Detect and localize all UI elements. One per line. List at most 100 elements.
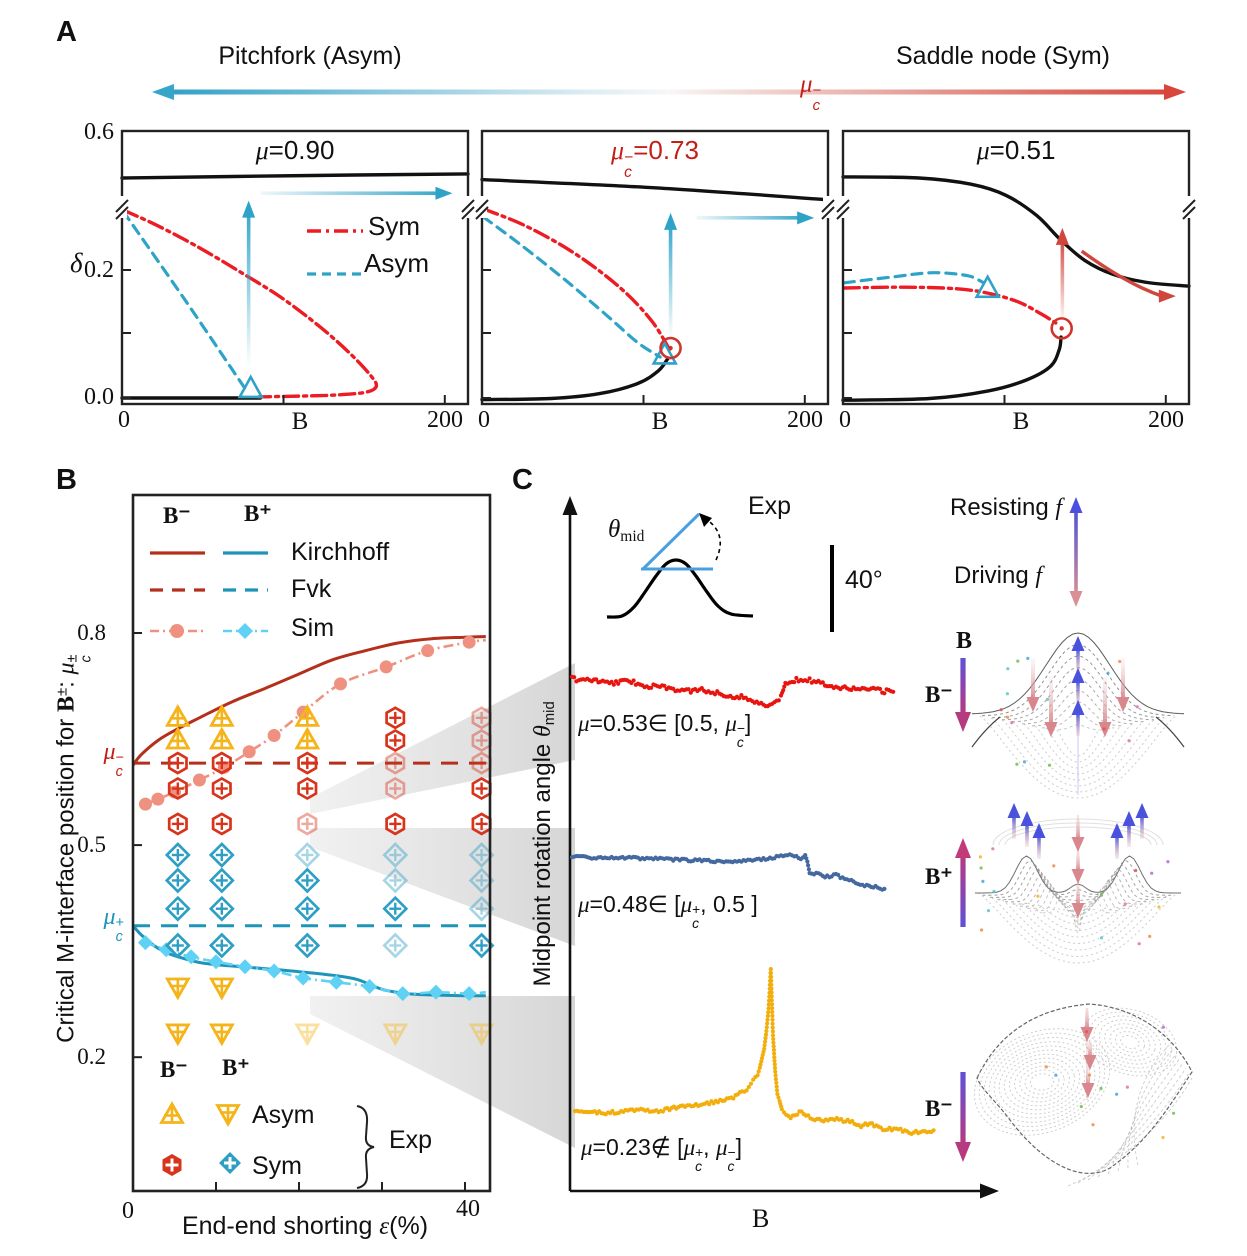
marker-di — [382, 842, 409, 868]
b-xtick-40: 40 — [456, 1196, 480, 1222]
marker-td — [208, 1023, 235, 1047]
panelB — [131, 493, 495, 1193]
marker-di — [219, 1152, 241, 1174]
a-ytick-00: 0.0 — [84, 384, 114, 410]
marker-di — [294, 932, 321, 959]
a-ytick-02: 0.2 — [84, 257, 114, 283]
trace-mu-0.48 — [569, 852, 887, 892]
header-saddle-label: Saddle node (Sym) — [895, 42, 1111, 70]
marker-di — [382, 932, 409, 959]
connector-wedges — [310, 663, 575, 1148]
b-xlabel: End-end shorting ε(%) — [181, 1212, 429, 1240]
marker-td — [208, 977, 235, 1001]
panel-a-label: A — [56, 16, 77, 48]
marker-td — [382, 1023, 409, 1047]
marker-di — [164, 867, 191, 894]
subplot1-title: μ =0.90 — [255, 135, 335, 165]
marker-hx — [385, 812, 406, 836]
marker-hx — [167, 776, 188, 801]
a2-xtick-0: 0 — [478, 407, 490, 433]
b-legend2-asym: Asym — [252, 1101, 315, 1129]
driving-f-label: Driving f — [954, 562, 1043, 589]
marker-hx — [385, 706, 406, 730]
b-ytick-mu-plus: μ + c — [103, 904, 124, 945]
subplot2-title: μ − c =0.73 — [611, 135, 699, 182]
b-legend2-bminus: B⁻ — [160, 1057, 188, 1082]
marker-di — [208, 842, 235, 868]
marker-tu — [294, 726, 321, 750]
b-plus-label: B⁺ — [925, 864, 953, 889]
marker-hx — [385, 728, 406, 753]
marker-di — [294, 842, 321, 868]
marker-hx — [167, 812, 188, 836]
b-ytick-05: 0.5 — [77, 832, 106, 857]
a1-xlabel-B: B — [291, 408, 309, 435]
b-legend-fvk: Fvk — [291, 575, 332, 603]
marker-hx — [167, 751, 188, 775]
a-legend-asym: Asym — [364, 248, 429, 278]
header-mu-c-label: μ − c — [800, 71, 822, 114]
c-trace1-label: μ=0.53∈ [0.5, μ − c] — [578, 710, 752, 751]
b-ytick-02: 0.2 — [77, 1044, 106, 1069]
marker-hx — [211, 812, 232, 836]
b-ytick-mu-minus: μ − c — [103, 739, 124, 780]
b-legend2-bplus: B⁺ — [222, 1055, 250, 1080]
c-scalebar-label: 40° — [845, 566, 883, 594]
marker-td — [164, 977, 191, 1001]
header-arrow — [152, 84, 1186, 100]
marker-hx — [385, 751, 406, 775]
c-xlabel-B: B — [752, 1204, 770, 1233]
b-ytick-08: 0.8 — [77, 620, 106, 645]
marker-tu — [208, 726, 235, 750]
header-pitchfork-label: Pitchfork (Asym) — [218, 42, 402, 70]
c-theta-mid-label: θmid — [608, 516, 645, 545]
b-field-label: B — [956, 628, 973, 654]
b-minus-label-1: B⁻ — [925, 682, 953, 707]
trace-mu-0.53 — [569, 674, 896, 709]
marker-hx — [297, 812, 318, 836]
b-legend-bplus: B⁺ — [244, 501, 272, 526]
panelC — [562, 496, 999, 1199]
panel-b-label: B — [56, 464, 77, 496]
c-trace3-label: μ=0.23∉ [μ + c, μ − c] — [581, 1134, 742, 1175]
resisting-f-label: Resisting f — [950, 494, 1063, 521]
marker-td — [294, 1023, 321, 1047]
marker-di — [294, 895, 321, 922]
b-legend2-sym: Sym — [252, 1152, 302, 1180]
marker-di — [382, 895, 409, 922]
c-trace2-label: μ=0.48∈ [μ + c, 0.5 ] — [578, 891, 758, 932]
marker-di — [208, 895, 235, 922]
marker-td — [164, 1023, 191, 1047]
a1-xtick-0: 0 — [118, 407, 130, 433]
a3-xlabel-B: B — [1012, 408, 1030, 435]
b-ylabel: Critical M-interface position for B±: μ ±… — [52, 654, 95, 1043]
marker-tu — [294, 704, 321, 727]
marker-di — [382, 867, 409, 894]
marker-hx — [211, 751, 232, 775]
marker-di — [164, 932, 191, 959]
b-legend-bminus: B⁻ — [163, 503, 191, 528]
marker-td — [215, 1104, 241, 1127]
trace-mu-0.23 — [572, 967, 936, 1136]
a2-xlabel-B: B — [651, 408, 669, 435]
a-ylabel-delta: δ — [70, 248, 83, 278]
marker-hx — [211, 776, 232, 801]
a1-xtick-200: 200 — [427, 407, 463, 433]
marker-hx — [162, 1154, 182, 1176]
panelA-subplot-3 — [836, 129, 1196, 406]
panel-c-label: C — [512, 464, 533, 496]
force-and-field-arrows — [955, 497, 1083, 1162]
panelA-legend-lines — [307, 229, 367, 276]
marker-di — [208, 867, 235, 894]
marker-tu — [164, 726, 191, 750]
subplot3-title: μ =0.51 — [976, 135, 1056, 165]
marker-di — [164, 842, 191, 868]
marker-di — [164, 895, 191, 922]
marker-hx — [385, 776, 406, 801]
a3-xtick-200: 200 — [1148, 407, 1184, 433]
panelA-subplot-1 — [115, 129, 475, 406]
marker-hx — [297, 776, 318, 801]
marker-tu — [159, 1101, 185, 1124]
